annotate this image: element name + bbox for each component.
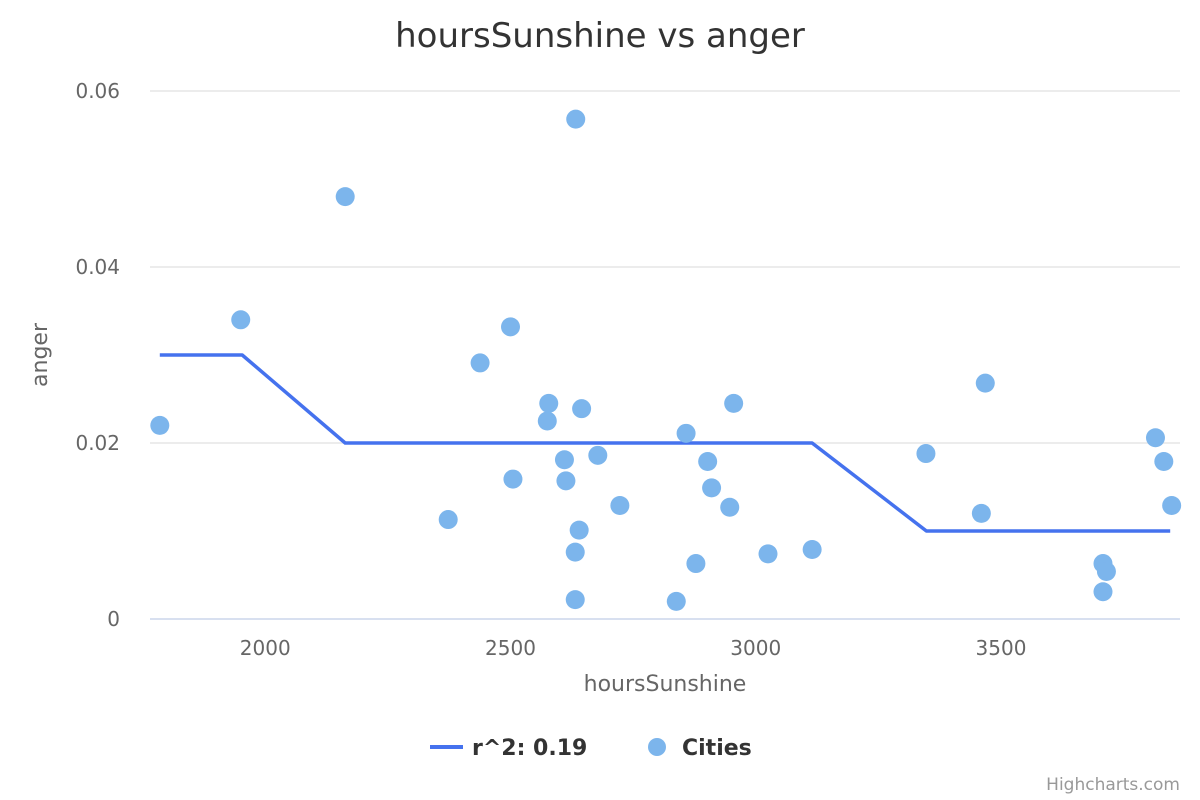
city-point[interactable] (588, 445, 608, 465)
city-point[interactable] (1162, 495, 1182, 515)
city-point[interactable] (802, 539, 822, 559)
legend-label-cities: Cities (682, 736, 752, 761)
city-point[interactable] (565, 542, 585, 562)
legend-dot-symbol (648, 738, 666, 756)
city-point[interactable] (1096, 561, 1116, 581)
city-point[interactable] (720, 497, 740, 517)
city-point[interactable] (975, 373, 995, 393)
city-point[interactable] (539, 393, 559, 413)
regression-line (159, 353, 1171, 533)
x-axis-title: hoursSunshine (584, 672, 747, 697)
city-point[interactable] (150, 415, 170, 435)
y-axis-tick-labels: 0 0.02 0.04 0.06 (75, 79, 120, 631)
legend: r^2: 0.19 Cities (430, 736, 752, 761)
x-tick-label: 3000 (730, 636, 781, 660)
y-tick-label: 0.04 (75, 255, 120, 279)
city-point[interactable] (702, 478, 722, 498)
city-point[interactable] (1093, 582, 1113, 602)
city-point[interactable] (572, 399, 592, 419)
city-point[interactable] (916, 444, 936, 464)
city-point[interactable] (537, 411, 557, 431)
city-point[interactable] (569, 520, 589, 540)
city-point[interactable] (1145, 428, 1165, 448)
city-point[interactable] (686, 554, 706, 574)
city-point[interactable] (501, 317, 520, 337)
grid-lines (150, 90, 1180, 444)
credits-link[interactable]: Highcharts.com (1046, 775, 1180, 795)
regression-line-layer (159, 353, 1171, 533)
chart-title: hoursSunshine vs anger (395, 16, 805, 56)
x-tick-label: 2000 (240, 636, 291, 660)
city-point[interactable] (565, 590, 585, 610)
city-point[interactable] (1154, 451, 1174, 471)
scatter-points-layer (150, 109, 1182, 611)
city-point[interactable] (438, 510, 458, 530)
city-point[interactable] (971, 503, 991, 523)
city-point[interactable] (335, 187, 355, 207)
x-tick-label: 2500 (485, 636, 536, 660)
city-point[interactable] (758, 544, 778, 564)
x-axis-tick-labels: 2000 2500 3000 3500 (240, 636, 1027, 660)
legend-label-regression: r^2: 0.19 (472, 736, 587, 761)
city-point[interactable] (698, 451, 718, 471)
city-point[interactable] (554, 450, 574, 470)
x-tick-label: 3500 (976, 636, 1027, 660)
city-point[interactable] (566, 109, 586, 129)
legend-item-cities[interactable]: Cities (648, 736, 752, 761)
city-point[interactable] (503, 469, 523, 489)
y-axis-title: anger (28, 322, 53, 387)
y-tick-label: 0.06 (75, 79, 120, 103)
legend-item-regression[interactable]: r^2: 0.19 (430, 736, 587, 761)
city-point[interactable] (231, 310, 251, 330)
city-point[interactable] (470, 353, 490, 373)
city-point[interactable] (724, 393, 744, 413)
city-point[interactable] (556, 471, 576, 491)
city-point[interactable] (676, 423, 696, 443)
city-point[interactable] (666, 591, 686, 611)
y-tick-label: 0 (107, 607, 120, 631)
city-point[interactable] (610, 495, 630, 515)
y-tick-label: 0.02 (75, 431, 120, 455)
